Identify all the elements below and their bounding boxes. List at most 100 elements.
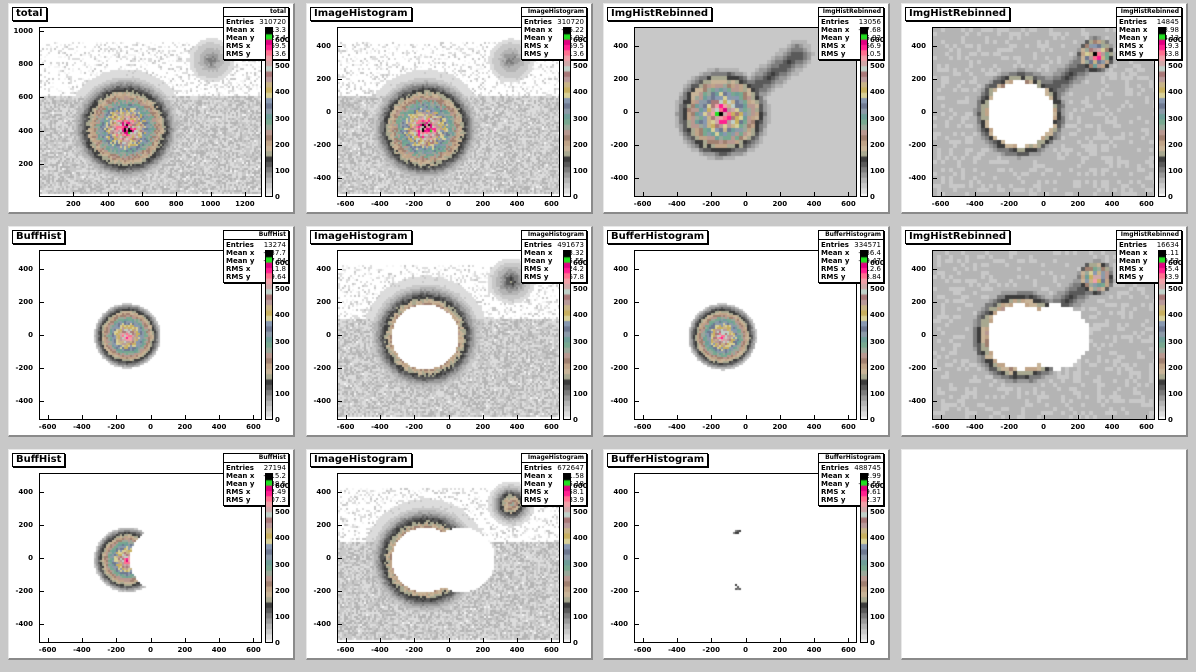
stats-row-mean-x: Mean x 78.98	[1119, 26, 1179, 34]
color-palette-axis[interactable]	[265, 473, 273, 643]
histogram-pad[interactable]: ImgHistRebinned ImgHistRebinned Entries 166…	[901, 226, 1188, 437]
palette-tick-label: 100	[275, 166, 290, 175]
palette-tick-label: 100	[573, 166, 588, 175]
x-tick-mark	[414, 638, 416, 643]
histogram-pad[interactable]: BuffHist BuffHist Entries 13274 Mean x -137.7…	[8, 226, 295, 437]
y-tick-label: -200	[313, 364, 331, 373]
histogram-title: ImgHistRebinned	[905, 230, 1011, 244]
color-palette-axis[interactable]	[563, 250, 571, 420]
color-palette-axis[interactable]	[1158, 27, 1166, 197]
stats-title: ImgHistRebinned	[1117, 231, 1181, 240]
stats-value: 65.55	[563, 257, 584, 265]
histogram-frame[interactable]	[337, 250, 560, 420]
x-tick-mark	[141, 192, 143, 197]
palette-tick-label: 400	[573, 534, 588, 543]
stats-box[interactable]: BufferHistogram Entries 488745 Mean x 92.99 M…	[818, 453, 884, 506]
y-tick-mark	[39, 130, 44, 132]
stats-row-mean-y: Mean y 15.92	[524, 34, 584, 42]
x-tick-mark	[551, 638, 553, 643]
stats-box[interactable]: ImageHistogram Entries 672647 Mean x 61.58 Me…	[521, 453, 587, 506]
x-tick-label: 0	[743, 423, 748, 431]
x-tick-label: -600	[38, 646, 57, 654]
y-tick-mark	[932, 112, 937, 113]
y-tick-mark	[634, 178, 639, 180]
stats-title: ImageHistogram	[522, 231, 586, 240]
y-tick-label: 0	[921, 108, 926, 116]
stats-value: 27194	[263, 464, 286, 472]
y-tick-mark	[337, 335, 342, 336]
palette-tick-label: 0	[870, 416, 875, 424]
histogram-pad[interactable]: BufferHistogram BufferHistogram Entries 488…	[603, 449, 890, 660]
histogram-pad[interactable]: BuffHist BuffHist Entries 27194 Mean x -215.2…	[8, 449, 295, 660]
palette-tick-label: 600	[275, 482, 290, 491]
stats-value: 16634	[1156, 241, 1179, 249]
x-tick-label: 400	[806, 646, 822, 654]
y-tick-mark	[39, 624, 44, 626]
color-palette-axis[interactable]	[563, 473, 571, 643]
histogram-pad[interactable]: BufferHistogram BufferHistogram Entries 334…	[603, 226, 890, 437]
histogram-frame[interactable]	[337, 473, 560, 643]
color-palette-axis[interactable]	[1158, 250, 1166, 420]
x-tick-mark	[642, 192, 644, 197]
stats-box[interactable]: BuffHist Entries 13274 Mean x -137.7 Mean y -3…	[223, 230, 289, 283]
color-palette-axis[interactable]	[860, 27, 868, 197]
histogram-pad[interactable]: ImageHistogram ImageHistogram Entries 49167…	[306, 226, 593, 437]
stats-box[interactable]: ImageHistogram Entries 491673 Mean x 78.32 Me…	[521, 230, 587, 283]
stats-value: 14845	[1156, 18, 1179, 26]
stats-label: Mean y	[524, 34, 553, 42]
x-tick-label: -600	[336, 200, 355, 208]
stats-box[interactable]: BuffHist Entries 27194 Mean x -215.2 Mean y -3…	[223, 453, 289, 506]
x-tick-label: 200	[1070, 200, 1086, 208]
stats-box[interactable]: total Entries 310720 Mean x 613.3 Mean y 527.4…	[223, 7, 289, 60]
histogram-pad[interactable]: ImageHistogram ImageHistogram Entries 67264…	[306, 449, 593, 660]
stats-box[interactable]: ImageHistogram Entries 310720 Mean x -26.22 M…	[521, 7, 587, 60]
stats-row-rms-y: RMS y 283.9	[1119, 273, 1179, 281]
color-palette-axis[interactable]	[860, 473, 868, 643]
stats-label: RMS x	[821, 265, 846, 273]
y-tick-label: -200	[15, 587, 33, 596]
stats-box[interactable]: ImgHistRebinned Entries 16634 Mean x 61.11 Me…	[1116, 230, 1182, 283]
y-tick-mark	[39, 401, 44, 403]
stats-label: Mean y	[226, 34, 255, 42]
color-palette-axis[interactable]	[265, 250, 273, 420]
x-tick-label: -600	[633, 646, 652, 654]
stats-box[interactable]: ImgHistRebinned Entries 14845 Mean x 78.98 Me…	[1116, 7, 1182, 60]
x-tick-mark	[448, 638, 450, 643]
palette-tick-label: 0	[275, 639, 280, 647]
stats-value: 269.5	[563, 42, 584, 50]
palette-tick-label: 200	[870, 586, 885, 595]
stats-label: Mean x	[226, 249, 255, 257]
histogram-pad[interactable]: ImageHistogram ImageHistogram Entries 31072…	[306, 3, 593, 214]
palette-swatches	[564, 28, 570, 196]
palette-tick-label: 200	[275, 140, 290, 149]
histogram-pad[interactable]: ImgHistRebinned ImgHistRebinned Entries 148…	[901, 3, 1188, 214]
y-tick-label: -400	[15, 620, 33, 629]
color-palette-axis[interactable]	[265, 27, 273, 197]
y-tick-label: 400	[316, 264, 331, 273]
color-palette-axis[interactable]	[563, 27, 571, 197]
x-tick-mark	[345, 638, 347, 643]
stats-box[interactable]: ImgHistRebinned Entries 13056 Mean x -27.68 M…	[818, 7, 884, 60]
stats-value: 64.13	[1158, 34, 1179, 42]
stats-row-rms-x: RMS x 269.5	[226, 42, 286, 50]
stats-row-mean-x: Mean x 61.11	[1119, 249, 1179, 257]
stats-value: 266.9	[860, 42, 881, 50]
histogram-title: ImageHistogram	[310, 453, 412, 467]
x-tick-mark	[73, 192, 75, 197]
histogram-pad[interactable]: ImgHistRebinned ImgHistRebinned Entries 130…	[603, 3, 890, 214]
y-tick-mark	[337, 558, 342, 559]
stats-label: RMS y	[821, 273, 846, 281]
color-palette-axis[interactable]	[860, 250, 868, 420]
stats-label: Entries	[226, 464, 254, 472]
x-tick-mark	[448, 415, 450, 420]
stats-value: -37.84	[263, 257, 286, 265]
x-tick-mark	[482, 415, 484, 420]
palette-tick-label: 0	[275, 193, 280, 201]
y-tick-label: -400	[313, 174, 331, 183]
stats-box[interactable]: BufferHistogram Entries 334571 Mean x -136.4…	[818, 230, 884, 283]
histogram-pad[interactable]: total total Entries 310720 Mean x 613.3 Mean y…	[8, 3, 295, 214]
x-tick-mark	[711, 638, 713, 643]
stats-row-rms-x: RMS x 269.5	[524, 42, 584, 50]
x-tick-label: 600	[544, 200, 559, 208]
y-tick-mark	[39, 491, 44, 493]
